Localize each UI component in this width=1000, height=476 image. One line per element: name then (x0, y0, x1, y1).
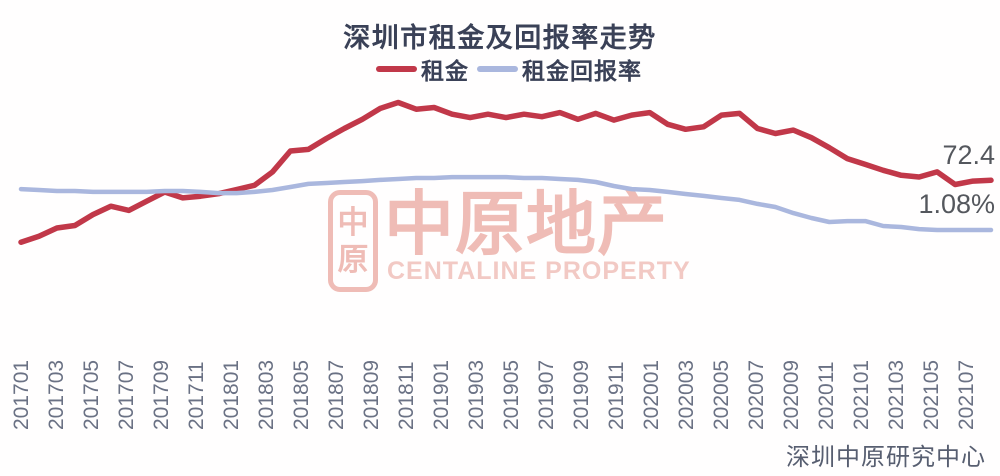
legend-label-rent: 租金 (421, 58, 469, 84)
logo-char-bottom: 原 (337, 242, 369, 277)
x-tick-label: 201711 (185, 361, 208, 430)
source-credit: 深圳中原研究中心 (786, 444, 986, 471)
yield-end-value-label: 1.08% (918, 189, 995, 219)
x-tick-label: 201905 (500, 359, 523, 430)
x-tick-label: 202103 (885, 359, 908, 430)
centaline-seal-logo: 中 原 (328, 190, 378, 292)
watermark-brand-name: 中原地产 (384, 185, 668, 263)
logo-char-top: 中 (337, 205, 369, 240)
x-tick-label: 202007 (745, 359, 768, 430)
watermark-brand-subtitle: CENTALINE PROPERTY (387, 257, 691, 285)
x-tick-label: 201809 (360, 359, 383, 430)
x-tick-label: 201703 (45, 359, 68, 430)
x-tick-label: 201701 (10, 359, 33, 430)
series-yield-line (18, 174, 994, 233)
x-tick-label: 201805 (290, 359, 313, 430)
x-tick-label: 201811 (395, 361, 418, 430)
yield-line-swatch (477, 66, 518, 72)
x-tick-label: 202011 (815, 361, 838, 430)
x-tick-label: 202009 (780, 359, 803, 430)
x-tick-label: 202003 (675, 359, 698, 430)
legend-item-yield: 租金回报率 (477, 52, 642, 86)
x-tick-label: 202001 (640, 359, 663, 430)
x-tick-label: 201909 (570, 359, 593, 430)
x-tick-label: 201707 (115, 359, 138, 430)
x-tick-label: 201903 (465, 359, 488, 430)
legend: 租金 租金回报率 (0, 52, 1000, 86)
series-rent-line (18, 99, 994, 245)
x-tick-label: 201907 (535, 359, 558, 430)
x-tick-label: 201901 (430, 359, 453, 430)
x-tick-label: 201911 (605, 361, 628, 430)
rent-end-value-label: 72.4 (942, 140, 995, 170)
x-tick-label: 201705 (80, 359, 103, 430)
x-tick-label: 201801 (220, 359, 243, 430)
x-tick-label: 201709 (150, 359, 173, 430)
rent-line-swatch (376, 66, 417, 72)
x-tick-label: 201807 (325, 359, 348, 430)
legend-label-yield: 租金回报率 (522, 58, 642, 84)
x-tick-label: 201803 (255, 359, 278, 430)
x-tick-label: 202107 (955, 359, 978, 430)
x-tick-label: 202105 (920, 359, 943, 430)
chart-title: 深圳市租金及回报率走势 (343, 23, 657, 53)
x-tick-label: 202005 (710, 359, 733, 430)
x-tick-label: 202101 (850, 359, 873, 430)
legend-item-rent: 租金 (376, 52, 469, 86)
